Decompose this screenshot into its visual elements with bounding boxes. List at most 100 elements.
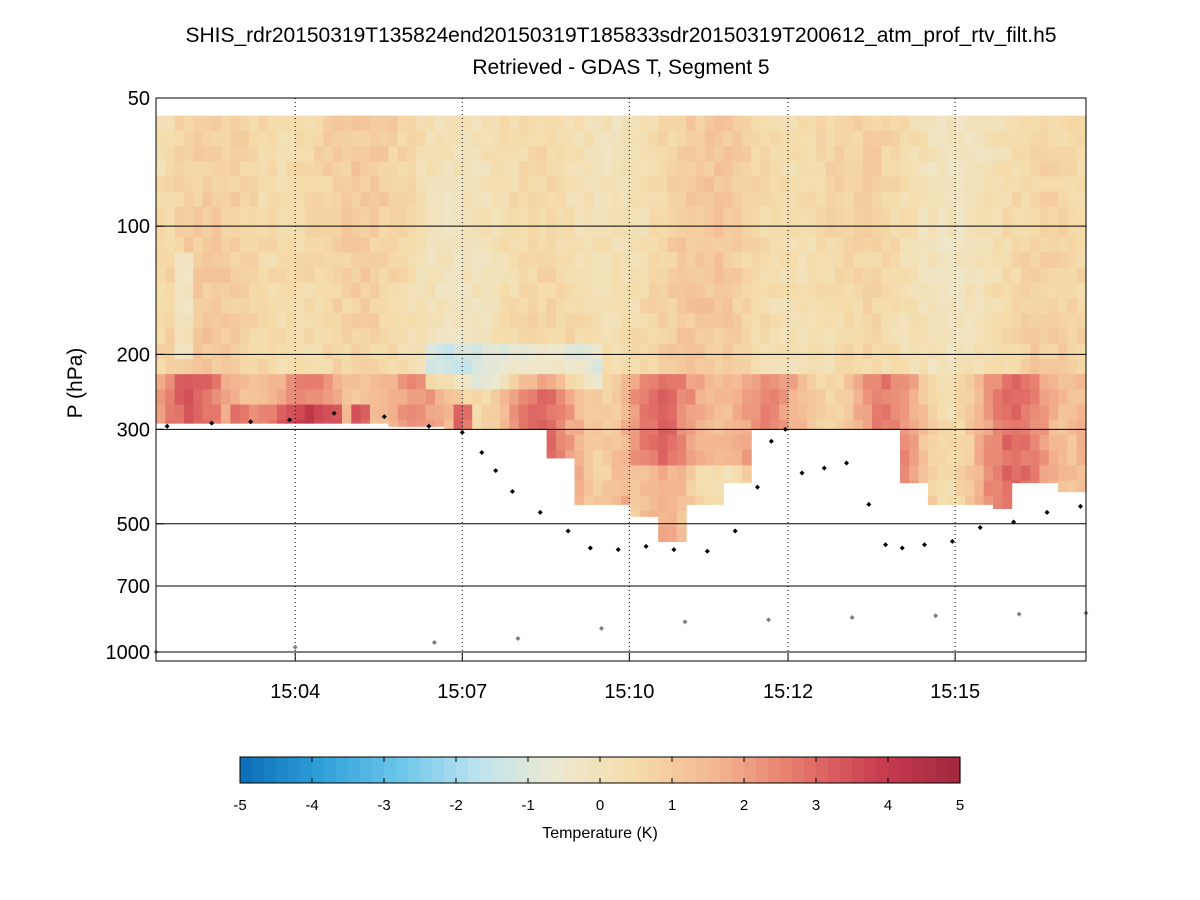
- heatmap-cell: [853, 419, 864, 430]
- heatmap-cell: [890, 176, 901, 193]
- heatmap-cell: [723, 161, 734, 178]
- heatmap-cell: [714, 161, 724, 178]
- heatmap-cell: [258, 328, 269, 345]
- heatmap-cell: [937, 206, 948, 223]
- colorbar-swatch: [540, 757, 553, 783]
- heatmap-cell: [965, 222, 975, 238]
- heatmap-cell: [490, 206, 501, 223]
- heatmap-cell: [295, 343, 306, 360]
- heatmap-cell: [825, 343, 836, 360]
- heatmap-cell: [900, 237, 910, 254]
- heatmap-cell: [974, 222, 985, 238]
- heatmap-cell: [425, 282, 436, 299]
- heatmap-cell: [862, 328, 873, 345]
- heatmap-cell: [156, 313, 166, 330]
- colorbar-swatch: [408, 757, 421, 783]
- heatmap-cell: [379, 298, 390, 314]
- heatmap-cell: [295, 252, 306, 269]
- heatmap-cell: [407, 374, 417, 390]
- heatmap-cell: [388, 404, 399, 421]
- heatmap-cell: [611, 298, 622, 314]
- heatmap-cell: [202, 115, 213, 132]
- heatmap-cell: [927, 358, 938, 375]
- heatmap-cell: [853, 343, 864, 360]
- heatmap-cell: [388, 161, 399, 178]
- heatmap-cell: [965, 465, 975, 482]
- heatmap-cell: [927, 465, 938, 482]
- heatmap-cell: [546, 419, 557, 436]
- heatmap-cell: [165, 374, 176, 390]
- heatmap-cell: [816, 176, 827, 193]
- heatmap-cell: [183, 176, 194, 193]
- heatmap-cell: [1020, 298, 1031, 314]
- heatmap-cell: [183, 191, 194, 208]
- heatmap-cell: [276, 404, 287, 421]
- heatmap-cell: [1048, 465, 1059, 482]
- cloud-top-marker: [782, 426, 788, 432]
- heatmap-cell: [676, 282, 687, 299]
- heatmap-cell: [304, 176, 315, 193]
- heatmap-cell: [258, 419, 269, 424]
- heatmap-cell: [769, 374, 780, 390]
- heatmap-cell: [704, 161, 715, 178]
- heatmap-cell: [611, 374, 622, 390]
- heatmap-cell: [983, 313, 994, 330]
- heatmap-cell: [193, 343, 204, 360]
- heatmap-cell: [435, 374, 445, 390]
- heatmap-cell: [332, 267, 343, 284]
- heatmap-cell: [825, 328, 836, 345]
- heatmap-cell: [1002, 222, 1013, 238]
- heatmap-cell: [853, 389, 864, 406]
- cloud-top-marker: [821, 465, 827, 471]
- heatmap-cell: [295, 115, 306, 132]
- heatmap-cell: [704, 419, 715, 436]
- heatmap-cell: [593, 419, 603, 436]
- heatmap-cell: [555, 146, 566, 162]
- heatmap-cell: [444, 146, 455, 162]
- heatmap-cell: [676, 222, 687, 238]
- heatmap-cell: [1067, 374, 1078, 390]
- heatmap-cell: [881, 176, 892, 193]
- heatmap-cell: [630, 358, 641, 375]
- heatmap-cell: [518, 115, 529, 132]
- heatmap-cell: [704, 130, 715, 147]
- heatmap-cell: [1058, 176, 1068, 193]
- heatmap-cell: [760, 267, 771, 284]
- heatmap-cell: [927, 495, 938, 505]
- heatmap-cell: [695, 404, 706, 421]
- heatmap-cell: [183, 404, 194, 421]
- heatmap-cell: [834, 146, 845, 162]
- heatmap-cell: [193, 419, 204, 424]
- heatmap-cell: [183, 267, 194, 284]
- heatmap-cell: [862, 115, 873, 132]
- heatmap-cell: [462, 237, 473, 254]
- heatmap-cell: [686, 313, 696, 330]
- heatmap-cell: [156, 389, 166, 406]
- heatmap-cell: [1039, 130, 1050, 147]
- heatmap-cell: [314, 374, 324, 390]
- heatmap-cell: [890, 130, 901, 147]
- heatmap-cell: [667, 328, 678, 345]
- heatmap-cell: [555, 252, 566, 269]
- heatmap-cell: [1039, 328, 1050, 345]
- heatmap-cell: [797, 176, 808, 193]
- heatmap-cell: [407, 343, 417, 360]
- heatmap-cell: [1011, 222, 1022, 238]
- heatmap-cell: [602, 434, 613, 451]
- heatmap-cell: [416, 419, 427, 427]
- heatmap-cell: [927, 328, 938, 345]
- heatmap-cell: [1002, 434, 1013, 451]
- heatmap-cell: [834, 267, 845, 284]
- heatmap-cell: [565, 161, 576, 178]
- heatmap-cell: [732, 206, 743, 223]
- heatmap-cell: [918, 343, 929, 360]
- heatmap-cell: [741, 480, 752, 484]
- heatmap-cell: [779, 146, 789, 162]
- heatmap-cell: [221, 237, 231, 254]
- heatmap-cell: [686, 222, 696, 238]
- heatmap-cell: [862, 282, 873, 299]
- heatmap-cell: [723, 419, 734, 436]
- heatmap-cell: [639, 130, 650, 147]
- heatmap-cell: [583, 313, 594, 330]
- heatmap-cell: [369, 298, 380, 314]
